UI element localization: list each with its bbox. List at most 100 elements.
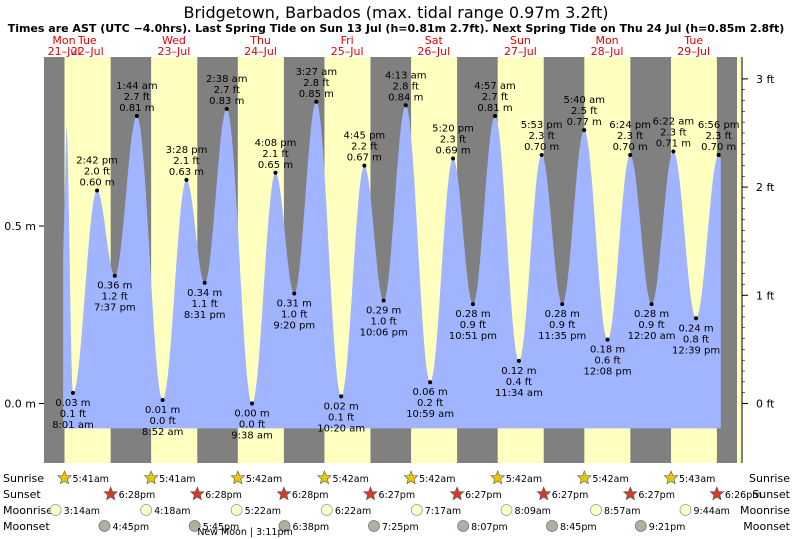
tide-height-m-label: 0.02 m	[324, 401, 359, 412]
sunrise-icon	[490, 470, 506, 485]
tide-height-m-label: 0.12 m	[501, 366, 536, 377]
moonset-time: 6:38pm	[292, 522, 329, 533]
left-axis-label: 0.5 m	[4, 220, 36, 233]
sunset-icon	[276, 486, 292, 501]
moonset-icon	[634, 520, 647, 532]
tide-height-ft-label: 2.2 ft	[351, 142, 377, 153]
tide-time-label: 2:42 pm	[76, 156, 118, 167]
day-date: 26–Jul	[417, 45, 450, 58]
low-tide-point	[202, 280, 207, 285]
high-tide-point	[716, 153, 721, 157]
tide-height-ft-label: 2.3 ft	[617, 131, 643, 142]
moonrise-icon	[500, 504, 513, 516]
low-tide-point	[292, 291, 297, 296]
moonrise-time: 9:44am	[693, 506, 729, 517]
high-tide-point	[403, 103, 408, 108]
sunset-icon	[189, 486, 205, 501]
row-label-left: Sunset	[3, 488, 41, 501]
tide-time-label: 8:52 am	[142, 427, 184, 438]
day-date: 25–Jul	[331, 45, 364, 58]
row-label-right: Moonset	[743, 520, 790, 533]
day-name: Tue	[77, 34, 97, 47]
tide-height-ft-label: 0.2 ft	[417, 398, 443, 409]
moonrise-time: 7:17am	[425, 506, 461, 517]
moonrise-time: 3:14am	[64, 506, 100, 517]
tide-height-m-label: 0.65 m	[258, 160, 293, 171]
right-axis-label: 1 ft	[756, 289, 775, 302]
sunrise-icon	[403, 470, 419, 485]
moonrise-time: 4:18am	[154, 506, 190, 517]
sunrise-time: 5:42am	[506, 474, 542, 485]
tide-height-ft-label: 0.1 ft	[60, 409, 86, 420]
high-tide-point	[671, 149, 676, 154]
sunset-icon	[622, 486, 638, 501]
tide-height-m-label: 0.70 m	[613, 142, 648, 153]
tide-time-label: 12:08 pm	[583, 367, 631, 378]
day-name: Mon	[595, 34, 618, 47]
sunset-icon	[709, 486, 725, 501]
sunrise-time: 5:42am	[332, 474, 368, 485]
tide-height-m-label: 0.06 m	[413, 387, 448, 398]
sunset-icon	[363, 486, 378, 501]
tide-height-ft-label: 2.3 ft	[706, 131, 732, 142]
row-label-left: Moonset	[3, 520, 50, 533]
moonset-icon	[546, 520, 558, 532]
moonrise-time: 5:22am	[245, 506, 281, 517]
right-axis-label: 0 ft	[756, 398, 775, 411]
tide-height-ft-label: 1.0 ft	[370, 317, 396, 328]
chart-subtitle: Times are AST (UTC −4.0hrs). Last Spring…	[8, 22, 785, 35]
sunset-time: 6:27pm	[465, 490, 502, 501]
tide-height-m-label: 0.00 m	[234, 409, 269, 420]
tide-height-m-label: 0.81 m	[119, 103, 154, 114]
moonrise-icon	[49, 504, 62, 516]
low-tide-point	[605, 337, 610, 342]
tide-time-label: 4:08 pm	[255, 138, 297, 149]
tide-time-label: 2:38 am	[206, 74, 248, 85]
day-name: Mon	[52, 34, 75, 47]
right-axis-label: 2 ft	[756, 181, 775, 194]
day-name: Sun	[510, 34, 531, 47]
tide-time-label: 11:34 am	[495, 388, 543, 399]
tide-height-ft-label: 2.7 ft	[214, 85, 240, 96]
day-date: 23–Jul	[158, 45, 191, 58]
moonset-time: 8:45pm	[560, 522, 597, 533]
moonset-icon	[98, 520, 111, 532]
tide-height-m-label: 0.36 m	[97, 281, 132, 292]
row-label-right: Moonrise	[740, 504, 790, 517]
high-tide-point	[184, 177, 189, 182]
low-tide-point	[250, 401, 255, 406]
tide-height-ft-label: 1.2 ft	[102, 292, 128, 303]
high-tide-point	[451, 156, 456, 161]
high-tide-point	[314, 99, 319, 104]
moonset-time: 5:45pm	[203, 522, 240, 533]
moonrise-time: 6:22am	[335, 506, 371, 517]
tide-time-label: 1:44 am	[116, 81, 158, 92]
sun-moon-rows: Sunrise Sunrise Sunset Sunset Moonrise Moonri…	[3, 470, 791, 538]
low-tide-point	[70, 390, 75, 395]
moonset-time: 9:21pm	[649, 522, 686, 533]
tide-height-ft-label: 0.0 ft	[149, 416, 175, 427]
day-date: 24–Jul	[244, 45, 277, 58]
moonrise-icon	[410, 504, 423, 516]
tide-height-m-label: 0.70 m	[701, 142, 736, 153]
high-tide-point	[95, 188, 100, 193]
sunrise-time: 5:41am	[73, 474, 109, 485]
day-name: Sat	[425, 34, 444, 47]
chart-title: Bridgetown, Barbados (max. tidal range 0…	[183, 3, 608, 22]
tide-height-ft-label: 2.8 ft	[303, 78, 329, 89]
day-name: Wed	[162, 34, 186, 47]
low-tide-point	[560, 302, 565, 307]
tide-height-m-label: 0.81 m	[477, 103, 512, 114]
sunset-time: 6:26pm	[725, 490, 762, 501]
axes: 0.5 m 0.0 m 3 ft 2 ft 1 ft 0 ft	[4, 57, 775, 463]
low-tide-point	[694, 316, 699, 321]
tide-time-label: 3:28 pm	[166, 145, 208, 156]
tide-height-ft-label: 0.8 ft	[683, 334, 709, 345]
low-tide-point	[339, 394, 344, 399]
high-tide-point	[362, 163, 367, 168]
moonrise-icon	[590, 504, 602, 516]
sunrise-time: 5:42am	[246, 474, 282, 485]
tide-height-m-label: 0.28 m	[455, 309, 490, 320]
moonset-icon	[278, 520, 291, 532]
moonrise-icon	[140, 504, 153, 516]
